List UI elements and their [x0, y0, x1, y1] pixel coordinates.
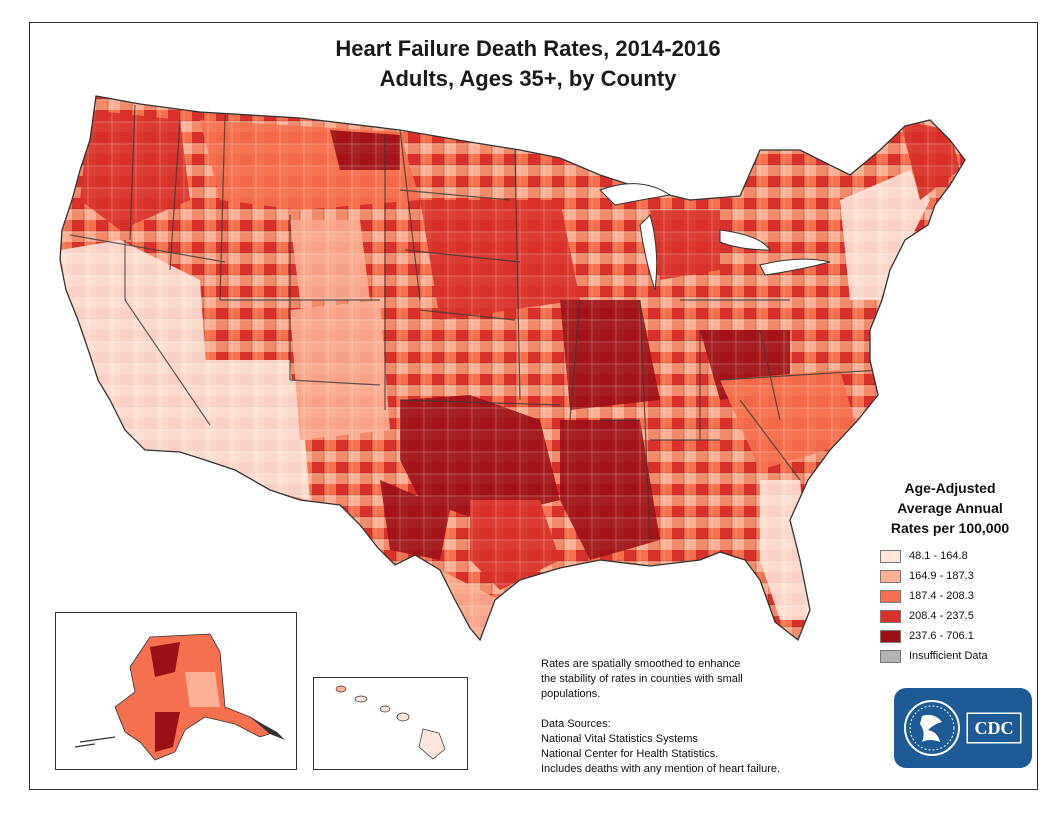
hhs-eagle-icon	[904, 700, 1023, 756]
legend-item: 237.6 - 706.1	[880, 626, 988, 646]
map-subtitle: Adults, Ages 35+, by County	[379, 66, 677, 91]
legend-swatch	[880, 589, 901, 603]
legend-label: 48.1 - 164.8	[909, 550, 968, 562]
map-notes: Rates are spatially smoothed to enhance …	[541, 657, 841, 777]
alaska-map	[74, 633, 285, 761]
legend-label: 208.4 - 237.5	[909, 610, 974, 622]
note-line: Rates are spatially smoothed to enhance	[541, 658, 741, 670]
legend-swatch	[880, 649, 901, 663]
legend-swatch	[880, 569, 901, 583]
legend-title-line: Rates per 100,000	[890, 520, 1010, 536]
legend-label: 187.4 - 208.3	[909, 590, 974, 602]
legend-title: Age-Adjusted Average Annual Rates per 10…	[870, 478, 1030, 538]
legend-item: 187.4 - 208.3	[880, 586, 988, 606]
cdc-logo-text: CDC	[974, 718, 1014, 738]
legend-label: Insufficient Data	[909, 650, 988, 662]
legend-label: 164.9 - 187.3	[909, 570, 974, 582]
legend-item: 208.4 - 237.5	[880, 606, 988, 626]
legend-title-line: Average Annual	[897, 500, 1003, 516]
sources-heading: Data Sources:	[541, 718, 611, 730]
map-title: Heart Failure Death Rates, 2014-2016	[335, 36, 721, 61]
note-line: populations.	[541, 688, 601, 700]
legend-swatch	[880, 629, 901, 643]
cdc-logo: CDC	[894, 688, 1032, 768]
legend-swatch	[880, 609, 901, 623]
legend-label: 237.6 - 706.1	[909, 630, 974, 642]
legend-swatch	[880, 549, 901, 563]
legend-item: 48.1 - 164.8	[880, 546, 988, 566]
source-line: National Center for Health Statistics.	[541, 748, 719, 760]
hawaii-inset	[313, 677, 468, 770]
legend: 48.1 - 164.8 164.9 - 187.3 187.4 - 208.3…	[880, 546, 988, 666]
source-line: Includes deaths with any mention of hear…	[541, 763, 781, 775]
source-line: National Vital Statistics Systems	[541, 733, 698, 745]
legend-title-line: Age-Adjusted	[904, 480, 996, 496]
legend-item: Insufficient Data	[880, 646, 988, 666]
note-line: the stability of rates in counties with …	[541, 673, 743, 685]
hawaii-map	[335, 685, 446, 760]
legend-item: 164.9 - 187.3	[880, 566, 988, 586]
